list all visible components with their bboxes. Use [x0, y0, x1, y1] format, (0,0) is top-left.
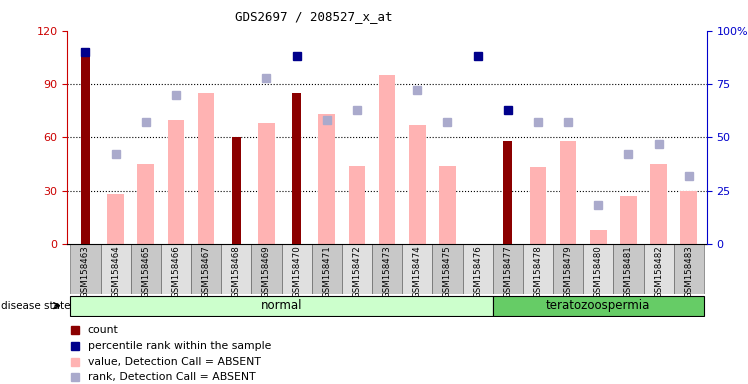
Text: GSM158480: GSM158480 [594, 245, 603, 298]
Text: GSM158474: GSM158474 [413, 245, 422, 298]
Bar [197, 93, 215, 244]
Text: GSM158481: GSM158481 [624, 245, 633, 298]
Text: GSM158476: GSM158476 [473, 245, 482, 298]
Bar [81, 48, 90, 244]
Bar [503, 141, 512, 244]
Text: GSM158478: GSM158478 [533, 245, 542, 298]
Bar [378, 75, 396, 244]
Text: teratozoospermia: teratozoospermia [546, 299, 651, 312]
Bar [493, 244, 523, 294]
Text: GSM158467: GSM158467 [202, 245, 211, 298]
Bar [258, 123, 275, 244]
Bar [523, 244, 553, 294]
Text: GSM158482: GSM158482 [654, 245, 663, 298]
Bar [674, 244, 704, 294]
Text: GSM158470: GSM158470 [292, 245, 301, 298]
Bar [681, 190, 697, 244]
Text: normal: normal [261, 299, 302, 312]
Bar [620, 196, 637, 244]
Bar [131, 244, 161, 294]
Bar [590, 230, 607, 244]
Text: GSM158483: GSM158483 [684, 245, 693, 298]
Text: GSM158465: GSM158465 [141, 245, 150, 298]
Text: GDS2697 / 208527_x_at: GDS2697 / 208527_x_at [236, 10, 393, 23]
Bar [613, 244, 643, 294]
Bar [643, 244, 674, 294]
Text: GSM158463: GSM158463 [81, 245, 90, 298]
Bar [281, 244, 312, 294]
Text: GSM158479: GSM158479 [563, 245, 572, 298]
Bar [560, 141, 577, 244]
Bar [402, 244, 432, 294]
Text: percentile rank within the sample: percentile rank within the sample [88, 341, 271, 351]
Bar [462, 244, 493, 294]
Bar [439, 166, 456, 244]
Bar [232, 137, 241, 244]
Bar [319, 114, 335, 244]
Text: GSM158475: GSM158475 [443, 245, 452, 298]
Text: GSM158469: GSM158469 [262, 245, 271, 298]
Bar [292, 93, 301, 244]
Text: GSM158473: GSM158473 [382, 245, 392, 298]
Text: count: count [88, 326, 118, 336]
Bar [168, 119, 184, 244]
Text: GSM158471: GSM158471 [322, 245, 331, 298]
Bar [583, 244, 613, 294]
Bar [409, 125, 426, 244]
Bar [312, 244, 342, 294]
Bar [530, 167, 546, 244]
Bar [138, 164, 154, 244]
Bar [650, 164, 667, 244]
Bar [342, 244, 372, 294]
Text: GSM158466: GSM158466 [171, 245, 180, 298]
Text: GSM158464: GSM158464 [111, 245, 120, 298]
Text: value, Detection Call = ABSENT: value, Detection Call = ABSENT [88, 357, 260, 367]
Bar [161, 244, 191, 294]
Bar [553, 244, 583, 294]
Bar [251, 244, 281, 294]
Text: GSM158468: GSM158468 [232, 245, 241, 298]
Bar [221, 244, 251, 294]
Bar [70, 244, 100, 294]
Bar [70, 296, 493, 316]
Bar [107, 194, 124, 244]
Text: GSM158472: GSM158472 [352, 245, 361, 298]
Bar [100, 244, 131, 294]
Bar [432, 244, 462, 294]
Bar [493, 296, 704, 316]
Text: GSM158477: GSM158477 [503, 245, 512, 298]
Text: disease state: disease state [1, 301, 71, 311]
Text: rank, Detection Call = ABSENT: rank, Detection Call = ABSENT [88, 372, 255, 382]
Bar [191, 244, 221, 294]
Bar [349, 166, 365, 244]
Bar [372, 244, 402, 294]
